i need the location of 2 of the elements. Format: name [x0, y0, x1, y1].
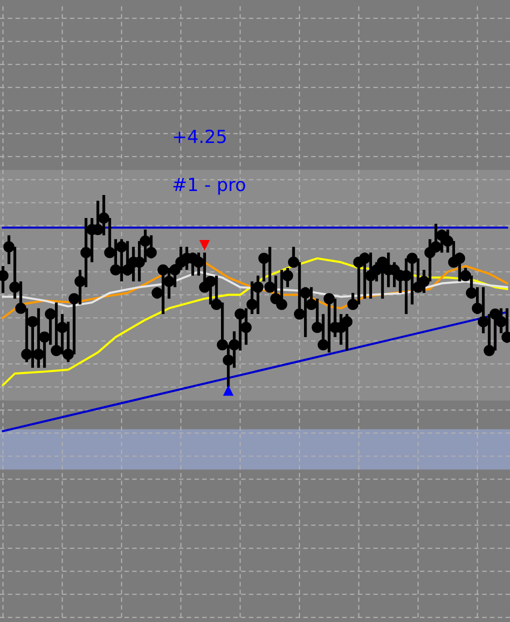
text: +4.25 — [174, 130, 226, 144]
text: #1 - pro — [173, 178, 246, 195]
